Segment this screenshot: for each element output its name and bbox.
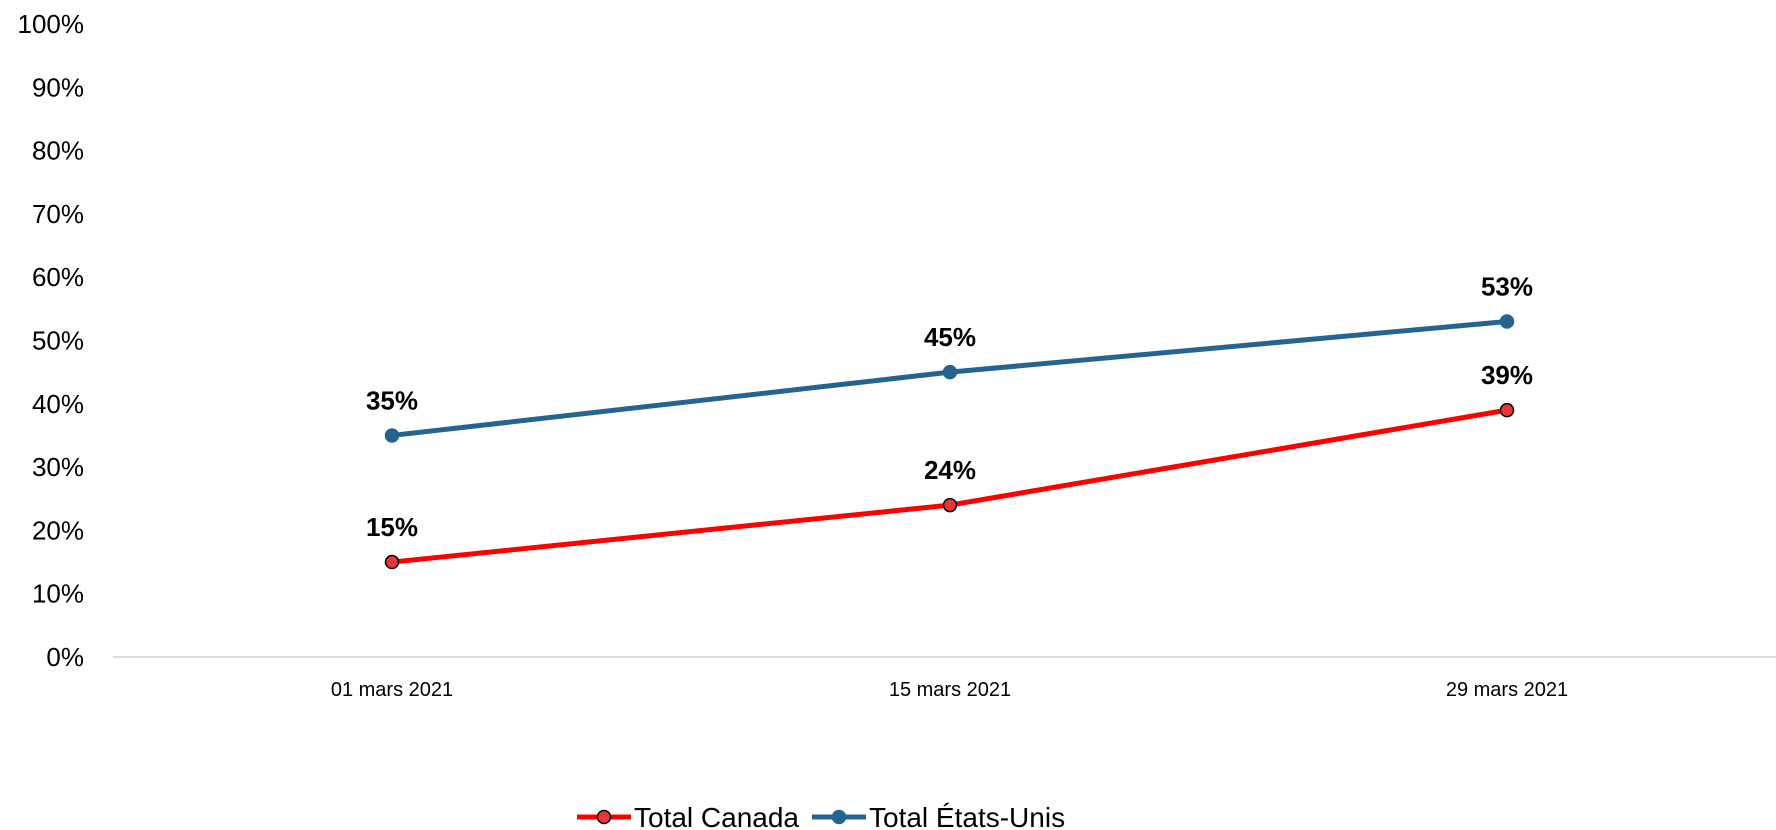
y-tick-label: 30% xyxy=(32,452,84,482)
legend-label: Total États-Unis xyxy=(869,802,1065,830)
data-point xyxy=(942,364,958,380)
data-label: 24% xyxy=(924,455,976,485)
data-label: 15% xyxy=(366,512,418,542)
y-tick-label: 90% xyxy=(32,72,84,102)
series-layer xyxy=(384,314,1515,570)
data-label: 35% xyxy=(366,385,418,415)
series-line xyxy=(389,407,1510,565)
data-point xyxy=(1499,402,1515,418)
y-tick-label: 100% xyxy=(18,9,85,39)
data-point xyxy=(384,554,400,570)
x-tick-label: 29 mars 2021 xyxy=(1446,679,1568,701)
data-point xyxy=(1499,314,1515,329)
legend-label: Total Canada xyxy=(634,802,799,830)
data-labels: 15% 24% 39% 35% 45% 53% xyxy=(366,272,1533,543)
y-axis: 0% 10% 20% 30% 40% 50% 60% 70% 80% 90% 100% xyxy=(18,9,85,672)
y-tick-label: 10% xyxy=(32,579,84,609)
y-tick-label: 50% xyxy=(32,326,84,356)
data-label: 39% xyxy=(1481,360,1533,390)
data-point xyxy=(942,497,958,513)
y-tick-label: 0% xyxy=(46,642,84,672)
y-tick-label: 20% xyxy=(32,515,84,545)
x-tick-label: 15 mars 2021 xyxy=(889,679,1011,701)
x-axis: 01 mars 2021 15 mars 2021 29 mars 2021 xyxy=(113,656,1776,701)
y-tick-label: 40% xyxy=(32,389,84,419)
y-tick-label: 60% xyxy=(32,262,84,292)
x-tick-label: 01 mars 2021 xyxy=(331,679,453,701)
y-tick-label: 70% xyxy=(32,199,84,229)
data-label: 45% xyxy=(924,322,976,352)
data-label: 53% xyxy=(1481,272,1533,302)
legend: Total Canada Total États-Unis xyxy=(577,802,1065,830)
legend-marker xyxy=(831,809,847,825)
legend-marker xyxy=(596,809,612,825)
data-point xyxy=(384,428,400,443)
y-tick-label: 80% xyxy=(32,136,84,166)
